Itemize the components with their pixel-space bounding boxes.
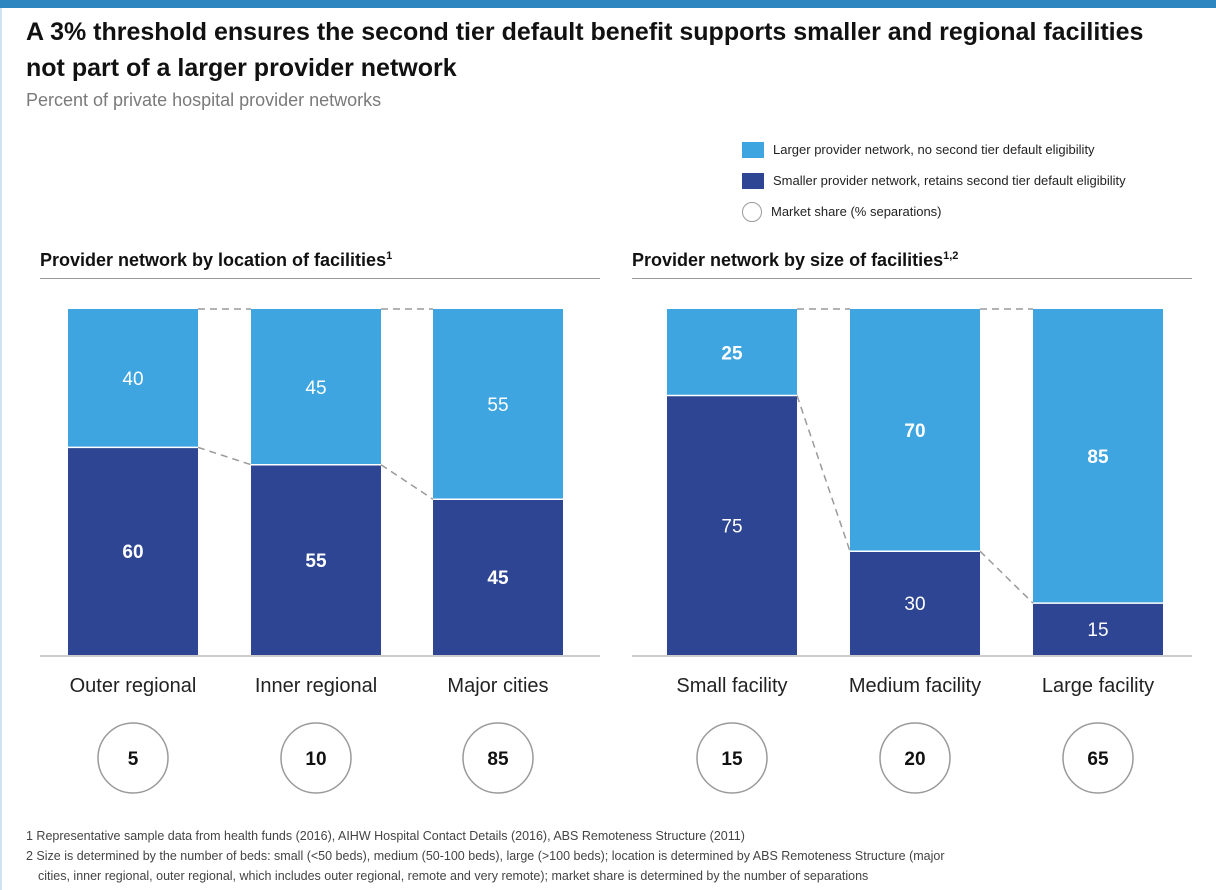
bar-larger-1-1 xyxy=(850,309,980,552)
market-share-circle-1-1 xyxy=(879,722,951,794)
market-share-label-1-1: 20 xyxy=(904,749,925,770)
footnote-1: 1 Representative sample data from health… xyxy=(26,829,745,843)
page-title: A 3% threshold ensures the second tier d… xyxy=(26,18,1144,82)
connector-split-0-1 xyxy=(380,464,434,500)
value-label-smaller-0-0: 60 xyxy=(122,542,143,563)
value-label-larger-1-1: 70 xyxy=(904,421,925,442)
bar-larger-1-2 xyxy=(1033,309,1163,604)
market-share-circle-1-0 xyxy=(696,722,768,794)
panel-title-location-sup: 1 xyxy=(386,250,393,262)
legend-circle-icon xyxy=(742,201,762,222)
value-label-smaller-1-2: 15 xyxy=(1087,620,1108,641)
connector-split-1-1 xyxy=(979,550,1034,604)
legend-item-market-share: Market share (% separations) xyxy=(742,196,1216,227)
value-label-larger-0-0: 40 xyxy=(122,369,143,390)
footnote-2: 2 Size is determined by the number of be… xyxy=(26,849,945,863)
connector-split-1-0 xyxy=(796,395,851,552)
market-share-label-0-0: 5 xyxy=(128,749,139,770)
value-label-larger-1-2: 85 xyxy=(1087,447,1109,468)
market-share-label-1-2: 65 xyxy=(1087,749,1109,770)
footnotes: 1 Representative sample data from health… xyxy=(26,826,1206,886)
category-label-1-2: Large facility xyxy=(1042,675,1154,697)
market-share-label-0-2: 85 xyxy=(487,749,509,770)
footnote-2-cont: cities, inner regional, outer regional, … xyxy=(38,869,869,883)
category-label-0-0: Outer regional xyxy=(70,675,197,697)
bar-smaller-0-1 xyxy=(251,464,381,655)
top-accent-bar xyxy=(0,0,1216,8)
connector-split-0-0 xyxy=(197,446,252,466)
market-share-circle-0-0 xyxy=(97,722,169,794)
bar-smaller-1-2 xyxy=(1033,603,1163,655)
legend: Larger provider network, no second tier … xyxy=(742,134,1216,227)
panel-title-location-text: Provider network by location of faciliti… xyxy=(40,250,387,270)
frame-border xyxy=(0,8,2,890)
category-label-1-0: Small facility xyxy=(676,675,787,697)
value-label-smaller-0-2: 45 xyxy=(487,568,509,589)
value-label-smaller-1-0: 75 xyxy=(721,516,742,537)
value-label-smaller-0-1: 55 xyxy=(305,551,327,572)
panel-title-size-text: Provider network by size of facilities xyxy=(632,250,944,270)
panel-title-size: Provider network by size of facilities1,… xyxy=(632,250,958,271)
legend-swatch-smaller xyxy=(742,172,764,189)
value-label-smaller-1-1: 30 xyxy=(904,594,925,615)
category-label-1-1: Medium facility xyxy=(849,675,981,697)
value-label-larger-0-2: 55 xyxy=(487,395,508,416)
market-share-circle-0-2 xyxy=(462,722,534,794)
bar-larger-0-2 xyxy=(433,309,563,500)
legend-label-smaller: Smaller provider network, retains second… xyxy=(773,173,1126,188)
market-share-label-0-1: 10 xyxy=(305,749,326,770)
market-share-circle-1-2 xyxy=(1062,722,1134,794)
value-label-larger-0-1: 45 xyxy=(305,378,326,399)
legend-item-smaller: Smaller provider network, retains second… xyxy=(742,165,1216,196)
market-share-circle-0-1 xyxy=(280,722,352,794)
panel-title-location: Provider network by location of faciliti… xyxy=(40,250,392,271)
bar-smaller-0-2 xyxy=(433,499,563,655)
bar-larger-0-1 xyxy=(251,309,381,465)
panel-title-size-sup: 1,2 xyxy=(943,250,959,262)
category-label-0-1: Inner regional xyxy=(255,675,377,697)
bar-smaller-1-0 xyxy=(667,395,797,655)
panel-rule-size xyxy=(632,278,1192,279)
page-subtitle: Percent of private hospital provider net… xyxy=(26,90,382,110)
bar-larger-1-0 xyxy=(667,309,797,396)
legend-item-larger: Larger provider network, no second tier … xyxy=(742,134,1216,165)
panel-rule-location xyxy=(40,278,600,279)
legend-label-market-share: Market share (% separations) xyxy=(771,204,942,219)
bar-smaller-0-0 xyxy=(68,447,198,655)
legend-swatch-larger xyxy=(742,141,764,158)
bar-smaller-1-1 xyxy=(850,551,980,655)
category-label-0-2: Major cities xyxy=(447,675,548,697)
legend-label-larger: Larger provider network, no second tier … xyxy=(773,142,1095,157)
market-share-label-1-0: 15 xyxy=(721,749,743,770)
bar-larger-0-0 xyxy=(68,309,198,448)
value-label-larger-1-0: 25 xyxy=(721,343,743,364)
